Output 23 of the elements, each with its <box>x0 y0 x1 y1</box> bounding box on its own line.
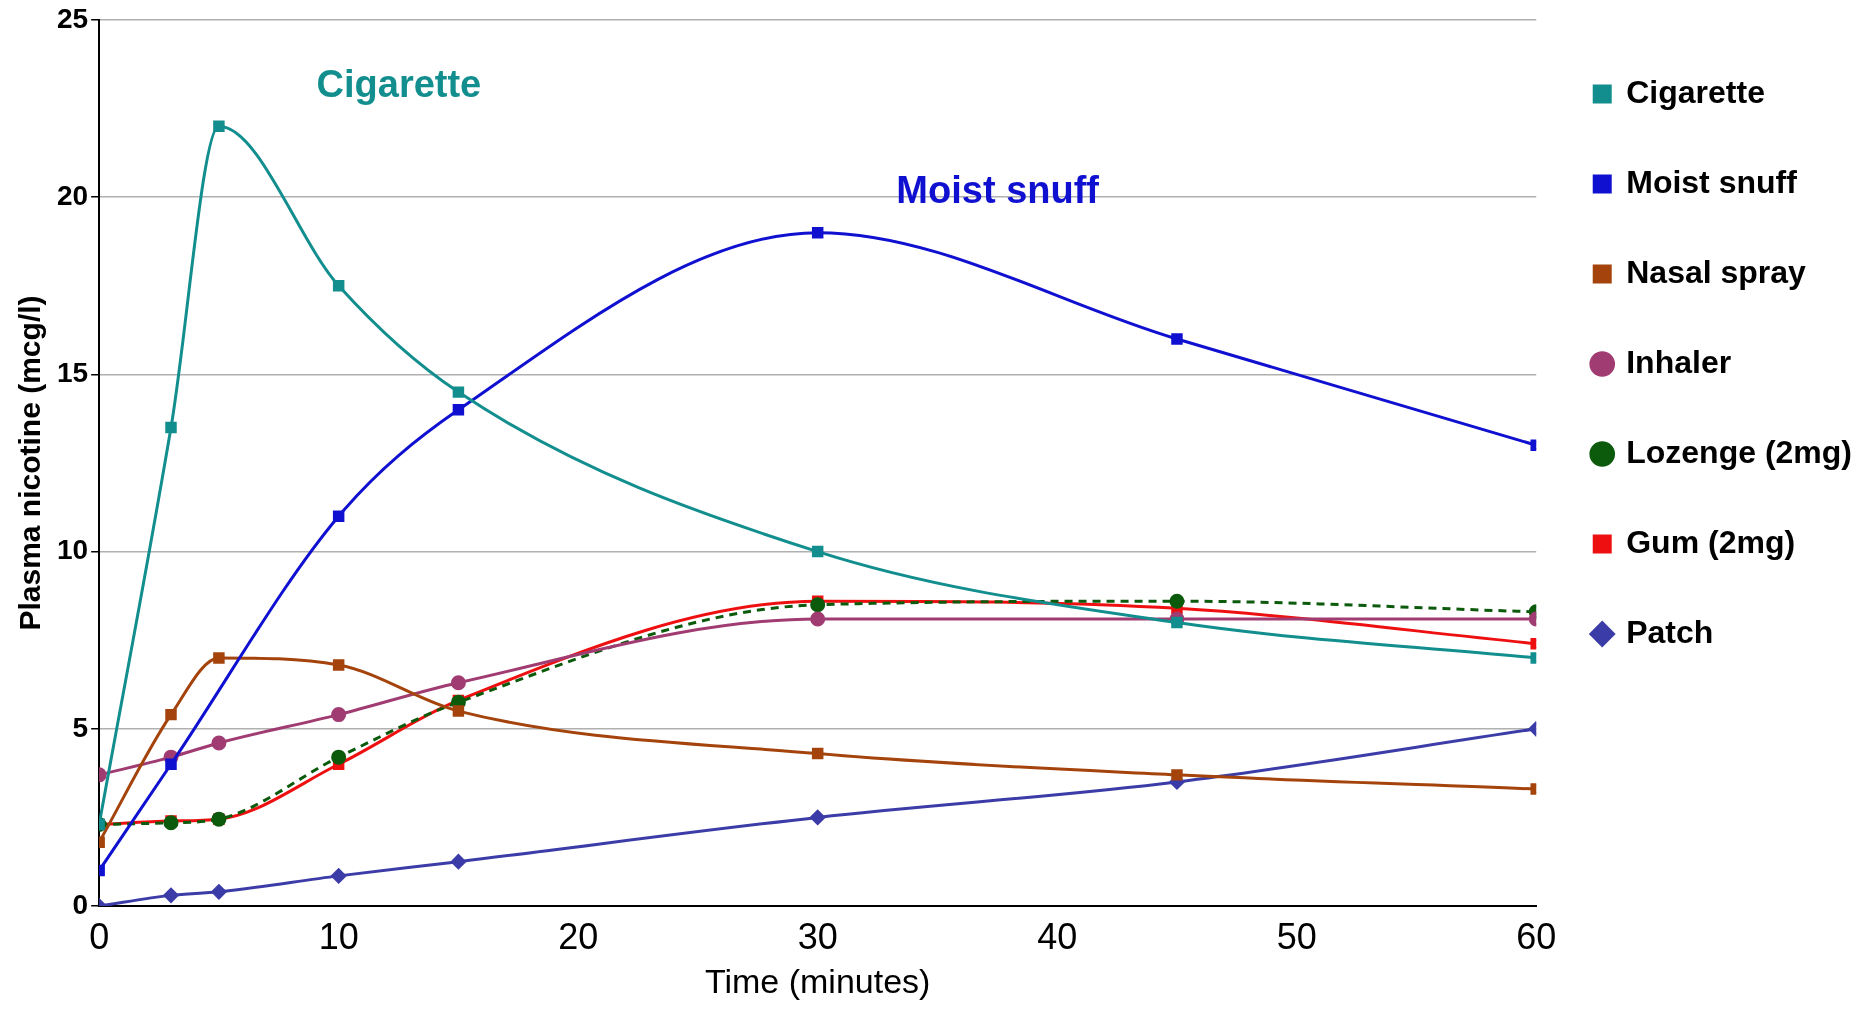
x-tick-label: 50 <box>1276 915 1317 957</box>
x-tick-label: 30 <box>797 915 838 957</box>
x-tick-label: 60 <box>1516 915 1557 957</box>
legend-label: Moist snuff <box>1626 163 1798 200</box>
y-tick-label: 25 <box>56 2 89 34</box>
legend-label: Inhaler <box>1626 343 1732 380</box>
y-axis-title: Plasma nicotine (mcg/l) <box>13 295 47 631</box>
legend-label: Cigarette <box>1626 73 1765 110</box>
x-tick-label: 20 <box>558 915 599 957</box>
y-tick-label: 15 <box>56 357 89 389</box>
annotation: Cigarette <box>316 62 482 105</box>
y-tick-label: 0 <box>72 888 89 920</box>
y-tick-label: 5 <box>72 711 89 743</box>
x-tick-label: 10 <box>318 915 359 957</box>
annotation: Moist snuff <box>896 169 1100 212</box>
legend-label: Patch <box>1626 613 1714 650</box>
x-tick-label: 40 <box>1037 915 1078 957</box>
legend-label: Nasal spray <box>1626 253 1807 290</box>
x-axis-title: Time (minutes) <box>704 961 931 1000</box>
legend-label: Gum (2mg) <box>1626 523 1796 560</box>
y-tick-label: 10 <box>56 534 89 566</box>
legend-label: Lozenge (2mg) <box>1626 433 1852 470</box>
y-tick-label: 20 <box>56 179 89 211</box>
